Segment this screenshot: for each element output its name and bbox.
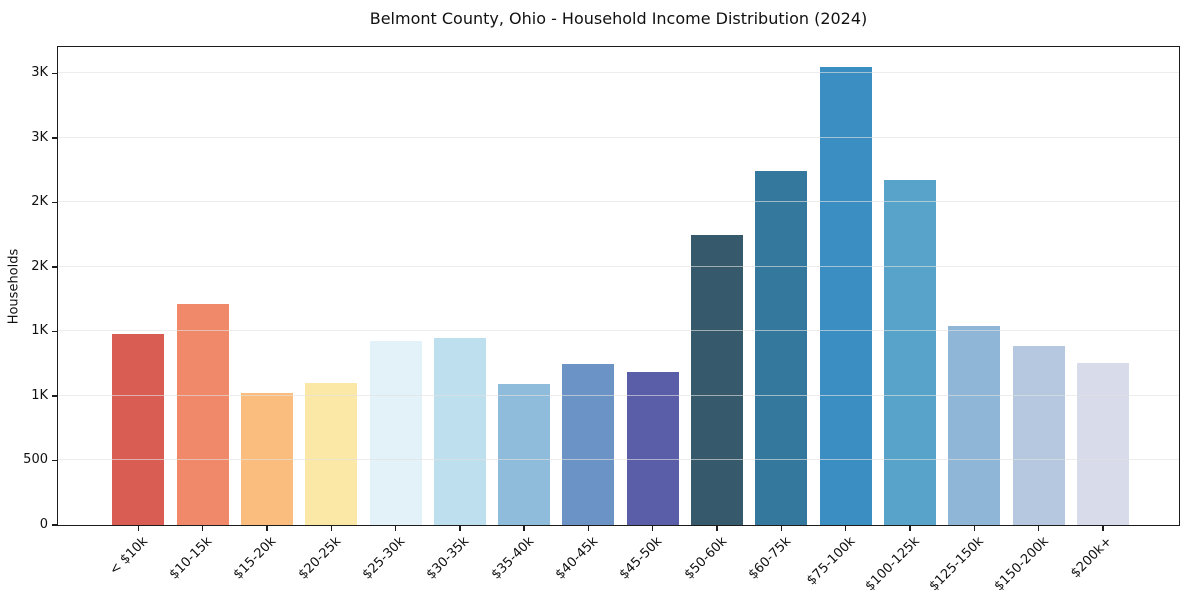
y-tick-mark bbox=[52, 137, 57, 139]
y-tick-label: 1K bbox=[31, 387, 48, 403]
x-tick-mark bbox=[201, 526, 204, 531]
gridline bbox=[58, 394, 1179, 396]
x-tick-label: $50-60k bbox=[681, 534, 730, 583]
x-tick-mark bbox=[1102, 526, 1104, 531]
bar-35-40k bbox=[498, 384, 551, 525]
x-tick-mark bbox=[909, 526, 911, 531]
y-tick-mark bbox=[52, 72, 57, 75]
x-tick-label: $20-25k bbox=[295, 534, 344, 583]
x-tick-label: $25-30k bbox=[359, 534, 409, 583]
y-tick-mark bbox=[52, 330, 57, 333]
bar-75-100k bbox=[819, 66, 872, 525]
y-tick-label: 2K bbox=[31, 258, 48, 274]
x-tick-mark bbox=[587, 526, 590, 531]
y-tick-mark bbox=[52, 266, 57, 268]
x-tick-mark bbox=[652, 526, 654, 531]
plot-area: < $10k $10-15k $15-20k $20-25k $25-30k $30-35… bbox=[23, 46, 1180, 590]
x-tick-label: $75-100k bbox=[803, 534, 859, 589]
y-tick-mark bbox=[52, 524, 57, 526]
x-tick-label: < $10k bbox=[106, 534, 151, 579]
x-tick-mark bbox=[137, 526, 139, 531]
x-tick-mark bbox=[973, 526, 976, 531]
y-tick-label: 500 bbox=[23, 452, 48, 468]
x-tick-label: $200k+ bbox=[1068, 534, 1116, 582]
bar-150-200k bbox=[1012, 345, 1065, 525]
bar-200k bbox=[1076, 363, 1129, 525]
gridline bbox=[58, 72, 1179, 74]
x-tick-label: $10-15k bbox=[166, 534, 216, 583]
x-tick-label: $45-50k bbox=[616, 534, 666, 583]
y-tick-mark bbox=[52, 201, 57, 204]
x-tick-label: $100-125k bbox=[862, 534, 923, 590]
y-tick-label: 3K bbox=[31, 129, 48, 145]
chart-title: Belmont County, Ohio - Household Income … bbox=[369, 9, 868, 28]
x-tick-label: $35-40k bbox=[488, 534, 537, 583]
y-tick-label: 0 bbox=[39, 517, 48, 532]
y-tick-label: 3K bbox=[31, 65, 48, 81]
bar-15-20k bbox=[240, 392, 293, 525]
x-tick-mark bbox=[1037, 526, 1040, 531]
x-tick-label: $125-150k bbox=[926, 534, 987, 590]
bar-40-45k bbox=[562, 363, 615, 525]
bar-100-125k bbox=[884, 179, 937, 525]
gridline bbox=[58, 265, 1179, 267]
x-tick-label: $40-45k bbox=[552, 534, 602, 583]
x-tick-mark bbox=[845, 526, 847, 531]
x-tick-mark bbox=[716, 526, 718, 531]
bar-25-30k bbox=[369, 341, 422, 525]
x-tick-label: $15-20k bbox=[231, 534, 280, 583]
x-tick-mark bbox=[523, 526, 525, 531]
bar-45-50k bbox=[626, 372, 679, 525]
x-tick-label: $60-75k bbox=[745, 534, 795, 583]
x-tick-mark bbox=[780, 526, 783, 531]
y-tick-mark bbox=[52, 459, 57, 462]
gridline bbox=[58, 201, 1179, 203]
gridline bbox=[58, 330, 1179, 332]
bar-125-150k bbox=[948, 326, 1001, 525]
x-tick-mark bbox=[330, 526, 332, 531]
y-tick-mark bbox=[52, 395, 57, 397]
x-tick-mark bbox=[394, 526, 397, 531]
bar-10k bbox=[112, 334, 165, 525]
bar-50-60k bbox=[691, 234, 744, 525]
bar-20-25k bbox=[305, 383, 358, 525]
x-tick-label: $150-200k bbox=[991, 534, 1052, 590]
y-tick-label: 2K bbox=[31, 194, 48, 210]
gridline bbox=[58, 136, 1179, 138]
x-tick-label: $30-35k bbox=[423, 534, 473, 583]
x-tick-mark bbox=[459, 526, 461, 531]
x-tick-mark bbox=[266, 526, 268, 531]
bar-30-35k bbox=[433, 337, 486, 525]
y-axis-label: Households bbox=[6, 248, 22, 325]
gridline bbox=[58, 459, 1179, 461]
y-tick-label: 1K bbox=[31, 323, 48, 339]
bar-10-15k bbox=[176, 304, 229, 525]
bar-60-75k bbox=[755, 171, 808, 525]
